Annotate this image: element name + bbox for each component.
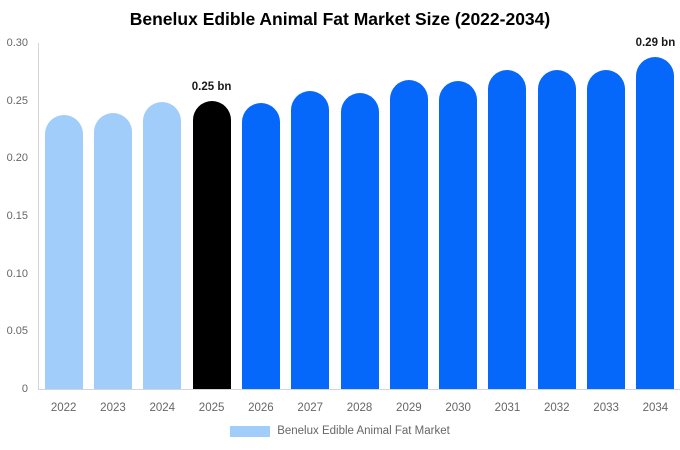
- y-tick-label: 0.30: [6, 37, 28, 49]
- bar-2029: [389, 79, 428, 389]
- bar-2024: [143, 101, 182, 389]
- y-tick-label: 0: [21, 383, 28, 395]
- y-tick-label: 0.10: [6, 267, 28, 280]
- bar-slot-2027: 2027: [286, 43, 335, 414]
- plot-area: 2022 2023 2024 0.25 bn 2025 2026 2027 2028 2029 2…: [38, 37, 680, 414]
- bar-slot-2024: 2024: [138, 43, 187, 414]
- y-tick-label: 0.05: [6, 325, 28, 338]
- y-tick-label: 0.25: [6, 94, 28, 107]
- x-tick-label-2024: 2024: [149, 402, 176, 414]
- legend: Benelux Edible Animal Fat Market: [0, 425, 680, 437]
- legend-swatch: [230, 425, 271, 437]
- bar-2027: [291, 91, 330, 389]
- x-tick-label-2022: 2022: [50, 402, 77, 414]
- bar-slot-2029: 2029: [384, 43, 433, 414]
- legend-label: Benelux Edible Animal Fat Market: [277, 425, 450, 437]
- y-tick-label: 0.20: [6, 152, 28, 165]
- bar-slot-2030: 2030: [434, 43, 483, 414]
- bar-slot-2028: 2028: [335, 43, 384, 414]
- chart-title: Benelux Edible Animal Fat Market Size (2…: [129, 9, 551, 29]
- x-tick-label-2027: 2027: [297, 402, 324, 414]
- bar-2033: [587, 69, 626, 389]
- bar-2032: [537, 69, 576, 389]
- bar-2028: [340, 92, 379, 389]
- bar-slot-2022: 2022: [39, 43, 88, 414]
- x-tick-label-2033: 2033: [593, 402, 619, 414]
- bar-2022: [44, 114, 83, 389]
- bar-slot-2026: 2026: [236, 43, 285, 414]
- bar-slot-2034: 0.29 bn 2034: [631, 37, 680, 414]
- x-tick-label-2029: 2029: [396, 402, 422, 414]
- bar-slot-2033: 2033: [581, 43, 630, 414]
- x-tick-label-2023: 2023: [100, 402, 126, 414]
- x-tick-label-2030: 2030: [445, 402, 471, 414]
- bar-slot-2023: 2023: [88, 43, 137, 414]
- bar-2030: [439, 81, 478, 389]
- y-tick-label: 0.15: [6, 210, 28, 222]
- bar-2034: [636, 56, 675, 389]
- x-tick-label-2031: 2031: [494, 402, 521, 414]
- x-tick-label-2032: 2032: [543, 402, 570, 414]
- bar-2031: [488, 69, 527, 389]
- x-tick-label-2026: 2026: [248, 402, 274, 414]
- x-tick-label-2025: 2025: [198, 402, 225, 414]
- bar-value-label-2034: 0.29 bn: [635, 36, 676, 49]
- bar-value-label-2025: 0.25 bn: [191, 80, 232, 93]
- bar-2025: [192, 100, 231, 389]
- x-tick-label-2028: 2028: [346, 402, 373, 414]
- bar-slot-2032: 2032: [532, 43, 581, 414]
- bar-slot-2025: 0.25 bn 2025: [187, 43, 236, 414]
- x-tick-label-2034: 2034: [642, 402, 669, 414]
- bar-2026: [241, 102, 280, 389]
- bar-series: 2022 2023 2024 0.25 bn 2025 2026 2027 2028 2029 2…: [39, 37, 680, 414]
- bar-2023: [93, 113, 132, 389]
- y-axis: 0 0.05 0.10 0.15 0.20 0.25 0.30: [0, 37, 28, 395]
- bar-slot-2031: 2031: [483, 43, 532, 414]
